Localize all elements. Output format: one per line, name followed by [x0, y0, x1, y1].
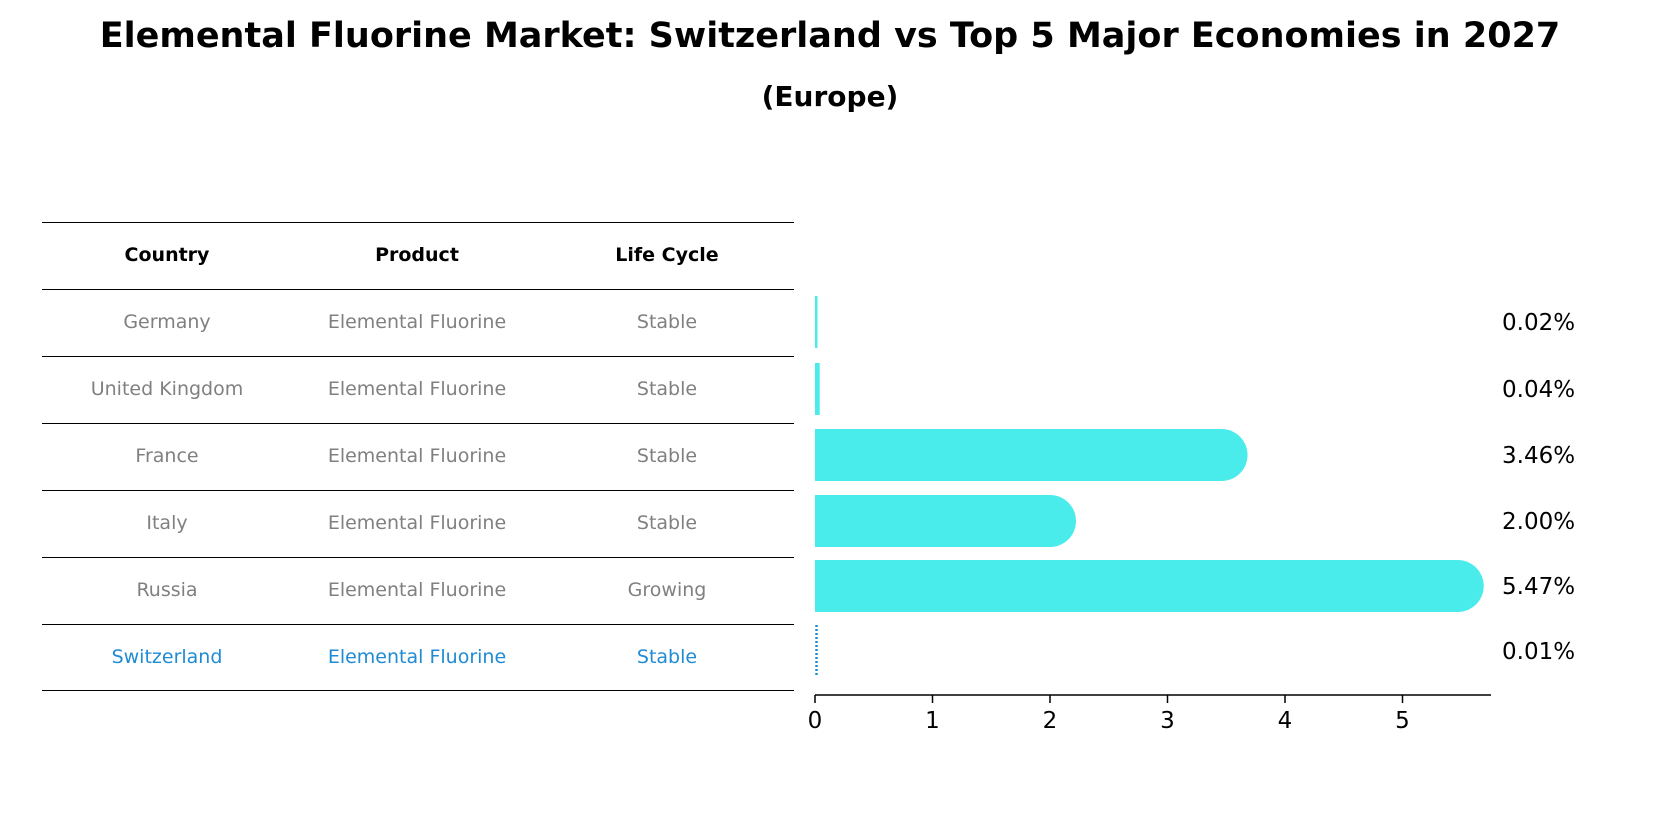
cell-product-highlight: Elemental Fluorine [327, 646, 507, 668]
table-rule [42, 624, 794, 625]
cell-country: Russia [136, 579, 198, 601]
x-tick-label: 3 [1160, 708, 1175, 734]
cell-country: Germany [123, 311, 211, 333]
header-country: Country [124, 244, 210, 266]
cell-country: France [135, 445, 199, 467]
x-tick-label: 5 [1395, 708, 1410, 734]
cell-life-cycle: Growing [627, 579, 707, 601]
bar [815, 429, 1222, 481]
table-rule [42, 490, 794, 491]
cell-product: Elemental Fluorine [327, 311, 507, 333]
chart-title: Elemental Fluorine Market: Switzerland v… [99, 16, 1561, 56]
value-label: 0.02% [1502, 310, 1575, 336]
x-tick-label: 1 [925, 708, 940, 734]
cell-product: Elemental Fluorine [327, 378, 507, 400]
value-label: 2.00% [1502, 509, 1575, 535]
value-label: 5.47% [1502, 574, 1575, 600]
bar-cap [1431, 560, 1484, 612]
bar [815, 560, 1458, 612]
chart-subtitle: (Europe) [761, 80, 899, 113]
cell-country-highlight: Switzerland [111, 646, 223, 668]
cell-life-cycle: Stable [636, 445, 698, 467]
table-rule [42, 557, 794, 558]
bar [815, 363, 820, 415]
value-label: 0.01% [1502, 639, 1575, 665]
table-rule [42, 356, 794, 357]
table-rule [42, 423, 794, 424]
cell-life-cycle: Stable [636, 512, 698, 534]
bar-cap [1195, 429, 1248, 481]
cell-product: Elemental Fluorine [327, 445, 507, 467]
bar [815, 495, 1050, 547]
cell-country: Italy [146, 512, 188, 534]
cell-life-cycle: Stable [636, 378, 698, 400]
table-rule [42, 690, 794, 691]
cell-country: United Kingdom [90, 378, 244, 400]
x-tick-label: 4 [1278, 708, 1293, 734]
table-rule [42, 289, 794, 290]
cell-life-cycle: Stable [636, 311, 698, 333]
header-life-cycle: Life Cycle [615, 244, 719, 266]
table-rule [42, 222, 794, 223]
cell-product: Elemental Fluorine [327, 512, 507, 534]
x-tick-label: 0 [808, 708, 823, 734]
x-tick-label: 2 [1043, 708, 1058, 734]
value-label: 3.46% [1502, 443, 1575, 469]
cell-life-cycle-highlight: Stable [636, 646, 698, 668]
value-label: 0.04% [1502, 377, 1575, 403]
bar-cap [1024, 495, 1076, 547]
header-product: Product [375, 244, 459, 266]
cell-product: Elemental Fluorine [327, 579, 507, 601]
bar [815, 296, 818, 348]
